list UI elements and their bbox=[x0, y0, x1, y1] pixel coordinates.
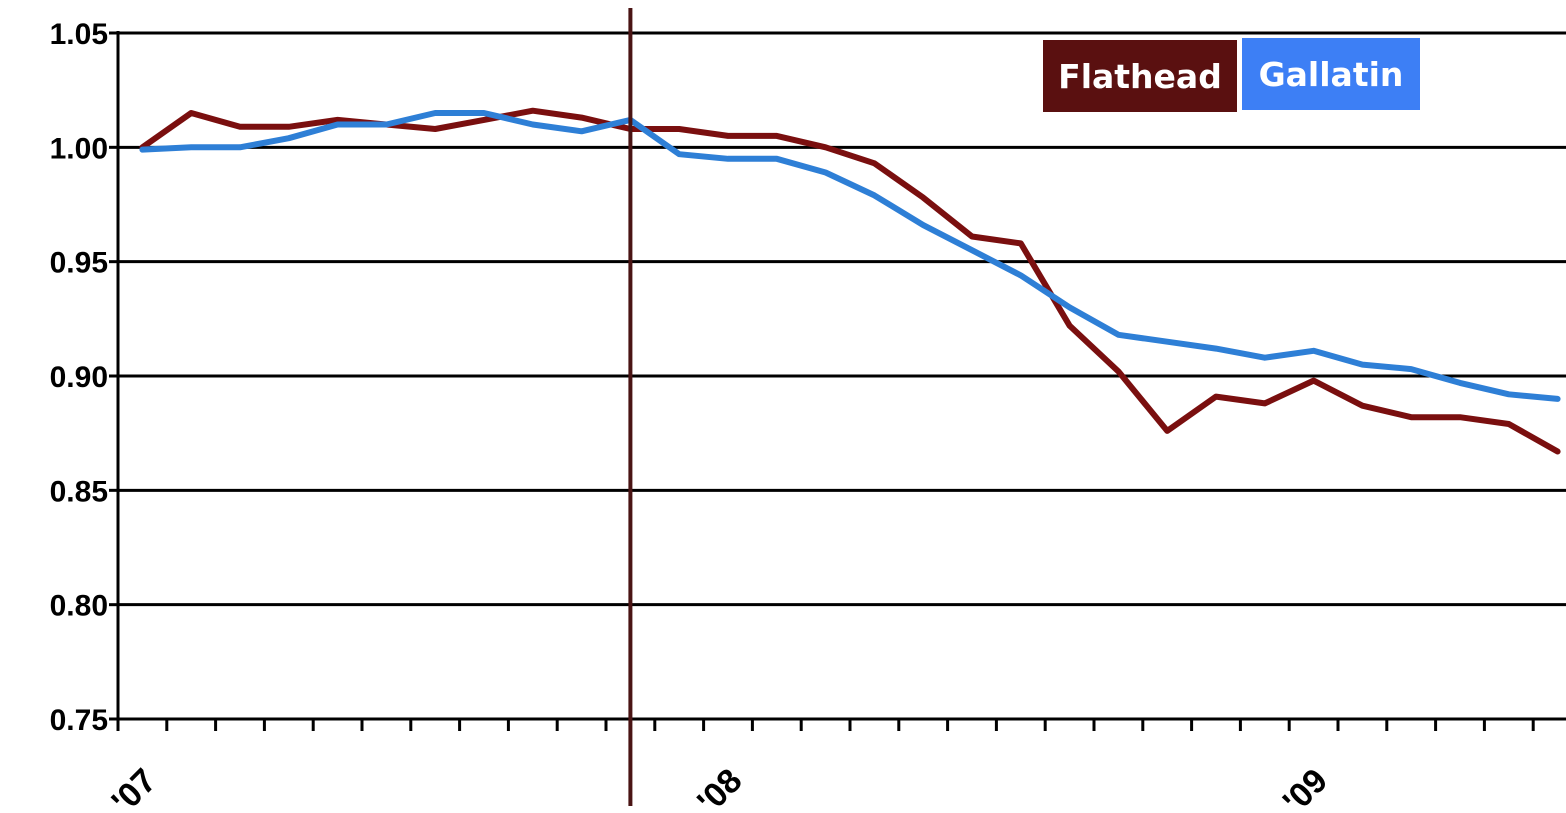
series-line-gallatin bbox=[139, 110, 1561, 402]
x-tick-labels: '07 '08 '09 bbox=[105, 762, 1336, 813]
y-tick-label: 0.80 bbox=[50, 590, 108, 623]
data-point-gallatin bbox=[337, 124, 339, 125]
data-point-flathead bbox=[873, 162, 875, 164]
data-point-flathead bbox=[1069, 325, 1071, 327]
data-point-gallatin bbox=[873, 194, 875, 196]
legend-flathead: Flathead bbox=[1043, 40, 1237, 112]
data-point-gallatin bbox=[483, 112, 485, 114]
legend-gallatin-label: Gallatin bbox=[1258, 54, 1404, 94]
data-point-gallatin bbox=[434, 112, 436, 114]
data-point-flathead bbox=[288, 126, 290, 128]
data-point-gallatin bbox=[1459, 382, 1461, 384]
data-point-gallatin bbox=[1410, 368, 1412, 370]
y-tick-label: 1.00 bbox=[50, 132, 108, 165]
y-tick-label: 0.95 bbox=[50, 247, 108, 280]
data-point-gallatin bbox=[288, 137, 290, 139]
x-tick-label: '07 bbox=[105, 762, 164, 813]
data-point-gallatin bbox=[1361, 364, 1363, 366]
data-point-flathead bbox=[532, 110, 534, 112]
data-point-gallatin bbox=[532, 124, 534, 125]
data-point-flathead bbox=[581, 117, 583, 119]
y-tick-label: 1.05 bbox=[50, 18, 108, 51]
series-lines bbox=[139, 107, 1561, 455]
data-point-gallatin bbox=[1557, 398, 1559, 400]
y-tick-label: 0.85 bbox=[50, 475, 108, 508]
data-point-gallatin bbox=[1215, 348, 1217, 350]
data-point-gallatin bbox=[1069, 306, 1071, 308]
data-point-flathead bbox=[1361, 405, 1363, 407]
data-point-gallatin bbox=[239, 146, 241, 148]
data-point-gallatin bbox=[727, 158, 729, 160]
data-point-flathead bbox=[483, 119, 485, 121]
data-point-gallatin bbox=[1264, 357, 1266, 359]
data-point-gallatin bbox=[385, 124, 387, 125]
axes bbox=[109, 31, 1566, 721]
x-minor-ticks bbox=[116, 719, 1535, 731]
data-point-flathead bbox=[1410, 416, 1412, 418]
data-point-gallatin bbox=[1166, 341, 1168, 343]
data-point-gallatin bbox=[825, 172, 827, 173]
series-line-flathead bbox=[139, 107, 1561, 455]
data-point-gallatin bbox=[1508, 393, 1510, 395]
data-point-gallatin bbox=[678, 153, 680, 155]
data-point-flathead bbox=[1166, 430, 1168, 432]
data-point-flathead bbox=[678, 128, 680, 130]
data-point-flathead bbox=[434, 128, 436, 130]
data-point-gallatin bbox=[776, 158, 778, 160]
data-point-flathead bbox=[337, 119, 339, 121]
y-tick-label: 0.75 bbox=[50, 704, 108, 737]
data-point-flathead bbox=[727, 135, 729, 137]
data-point-flathead bbox=[1020, 242, 1022, 244]
y-tick-label: 0.90 bbox=[50, 361, 108, 394]
data-point-flathead bbox=[1313, 380, 1315, 382]
data-point-flathead bbox=[239, 126, 241, 128]
data-point-flathead bbox=[1215, 396, 1217, 398]
data-point-gallatin bbox=[581, 130, 583, 132]
data-point-flathead bbox=[825, 146, 827, 148]
data-point-flathead bbox=[1557, 451, 1559, 452]
data-point-gallatin bbox=[1313, 350, 1315, 352]
data-point-gallatin bbox=[1020, 274, 1022, 276]
x-tick-label: '08 bbox=[690, 762, 749, 813]
data-point-flathead bbox=[1459, 416, 1461, 418]
data-point-gallatin bbox=[1117, 334, 1119, 336]
data-point-flathead bbox=[1264, 402, 1266, 404]
legend-gallatin: Gallatin bbox=[1242, 38, 1420, 110]
gridlines bbox=[118, 31, 1566, 607]
data-point-gallatin bbox=[971, 249, 973, 251]
data-point-gallatin bbox=[922, 224, 924, 226]
y-tick-labels: 0.75 0.80 0.85 0.90 0.95 1.00 1.05 bbox=[50, 18, 108, 737]
data-point-flathead bbox=[190, 112, 192, 114]
data-point-gallatin bbox=[141, 149, 143, 151]
x-tick-label: '09 bbox=[1276, 762, 1335, 813]
data-point-flathead bbox=[971, 236, 973, 237]
data-point-flathead bbox=[776, 135, 778, 137]
data-point-gallatin bbox=[190, 146, 192, 148]
legend-flathead-label: Flathead bbox=[1058, 56, 1222, 96]
data-point-flathead bbox=[1117, 370, 1119, 372]
data-point-flathead bbox=[1508, 423, 1510, 425]
data-point-flathead bbox=[922, 197, 924, 199]
